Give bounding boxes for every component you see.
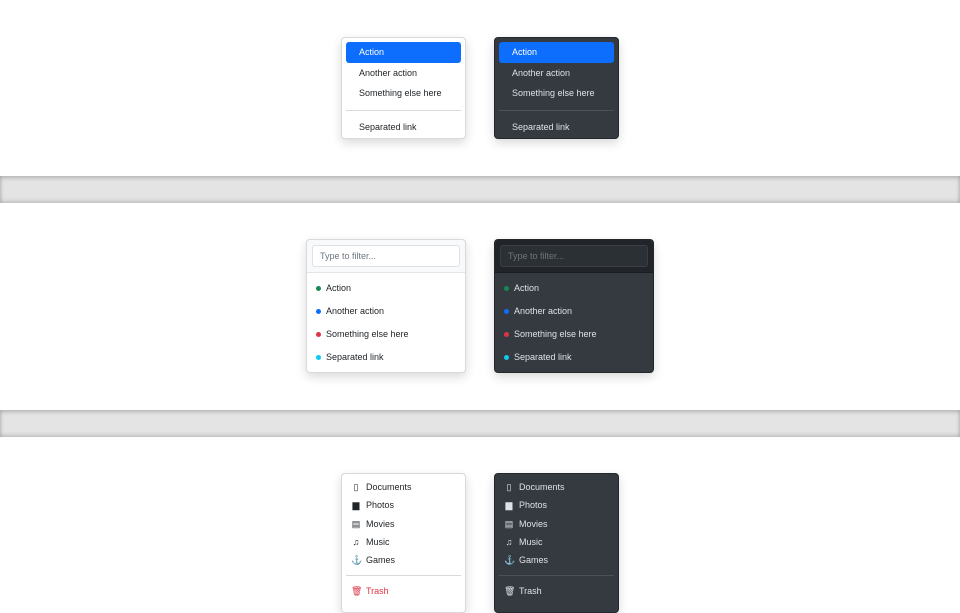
filter-input[interactable]: [500, 245, 648, 267]
section-divider: [0, 176, 960, 203]
cyan-dot-icon: [504, 355, 509, 360]
menu-item-something-else[interactable]: Something else here: [311, 323, 461, 346]
item-label: Another action: [514, 306, 573, 317]
image-icon: ▆: [352, 500, 360, 511]
joystick-icon: ⚓: [351, 555, 363, 566]
menu-item-action[interactable]: Action: [499, 277, 649, 300]
item-label: Music: [366, 536, 390, 547]
item-label: Separated link: [326, 352, 384, 363]
menu-item-documents[interactable]: ▯ Documents: [346, 478, 461, 496]
menu-item-another-action[interactable]: Another action: [311, 300, 461, 323]
menu-item-movies[interactable]: ▤ Movies: [346, 515, 461, 533]
red-dot-icon: [504, 332, 509, 337]
basic-dropdown-dark: Action Another action Something else her…: [494, 37, 619, 139]
menu-item-separated-link[interactable]: Separated link: [512, 121, 570, 132]
music-note-icon: ♫: [505, 536, 513, 547]
item-label: Something else here: [326, 329, 409, 340]
item-label: Trash: [519, 586, 542, 597]
menu-item-another-action[interactable]: Another action: [499, 300, 649, 323]
filter-header: [495, 240, 653, 273]
menu-divider: [499, 575, 614, 577]
menu-item-another-action[interactable]: Another action: [512, 67, 571, 78]
menu-divider: [499, 109, 614, 111]
section-divider: [0, 410, 960, 437]
menu-item-separated-link[interactable]: Separated link: [359, 121, 417, 132]
menu-item-movies[interactable]: ▤ Movies: [499, 515, 614, 533]
item-label: Music: [519, 536, 543, 547]
menu-item-something-else[interactable]: Something else here: [499, 323, 649, 346]
blue-dot-icon: [504, 309, 509, 314]
menu-item-separated-link[interactable]: Separated link: [499, 346, 649, 369]
film-icon: ▤: [351, 518, 361, 529]
item-label: Photos: [366, 500, 395, 511]
filter-dropdown-dark: Action Another action Something else her…: [494, 239, 654, 373]
item-label: Separated link: [514, 352, 572, 363]
menu-item-documents[interactable]: ▯ Documents: [499, 478, 614, 496]
item-label: Games: [519, 555, 549, 566]
item-label: Photos: [519, 500, 548, 511]
filter-input[interactable]: [312, 245, 460, 267]
menu-item-trash[interactable]: 🗑 Trash: [499, 582, 614, 600]
filter-dropdown-light: Action Another action Something else her…: [306, 239, 466, 373]
menu-item-something-else[interactable]: Something else here: [512, 88, 595, 98]
menu-divider: [346, 575, 461, 577]
menu-item-action[interactable]: Action: [346, 42, 461, 63]
item-label: Trash: [366, 586, 389, 597]
menu-item-games[interactable]: ⚓ Games: [346, 551, 461, 569]
music-note-icon: ♫: [352, 536, 360, 547]
filter-header: [307, 240, 465, 273]
icon-dropdown-dark: ▯ Documents ▆ Photos ▤ Movies ♫ Music ⚓ Games…: [494, 473, 619, 613]
cyan-dot-icon: [316, 355, 321, 360]
item-label: Documents: [366, 481, 412, 492]
menu-divider: [346, 109, 461, 111]
item-label: Action: [514, 283, 540, 294]
menu-item-action[interactable]: Action: [311, 277, 461, 300]
menu-item-trash[interactable]: 🗑 Trash: [346, 582, 461, 600]
menu-item-games[interactable]: ⚓ Games: [499, 551, 614, 569]
trash-icon: 🗑: [504, 586, 516, 597]
red-dot-icon: [316, 332, 321, 337]
icon-dropdown-light: ▯ Documents ▆ Photos ▤ Movies ♫ Music ⚓ Games…: [341, 473, 466, 613]
file-icon: ▯: [353, 481, 359, 492]
menu-item-music[interactable]: ♫ Music: [346, 533, 461, 551]
item-label: Movies: [519, 518, 548, 529]
file-icon: ▯: [506, 481, 512, 492]
menu-item-separated-link[interactable]: Separated link: [311, 346, 461, 369]
item-label: Something else here: [514, 329, 597, 340]
green-dot-icon: [504, 286, 509, 291]
item-label: Action: [326, 283, 352, 294]
menu-item-action[interactable]: Action: [499, 42, 614, 63]
item-label: Another action: [326, 306, 385, 317]
image-icon: ▆: [505, 500, 513, 511]
blue-dot-icon: [316, 309, 321, 314]
menu-item-photos[interactable]: ▆ Photos: [346, 496, 461, 514]
menu-item-another-action[interactable]: Another action: [359, 67, 418, 78]
basic-dropdown-light: Action Another action Something else her…: [341, 37, 466, 139]
menu-item-something-else[interactable]: Something else here: [359, 88, 442, 98]
menu-item-photos[interactable]: ▆ Photos: [499, 496, 614, 514]
menu-item-music[interactable]: ♫ Music: [499, 533, 614, 551]
item-label: Games: [366, 555, 396, 566]
film-icon: ▤: [504, 518, 514, 529]
item-label: Movies: [366, 518, 395, 529]
item-label: Documents: [519, 481, 565, 492]
joystick-icon: ⚓: [504, 555, 516, 566]
green-dot-icon: [316, 286, 321, 291]
trash-icon: 🗑: [351, 586, 363, 597]
